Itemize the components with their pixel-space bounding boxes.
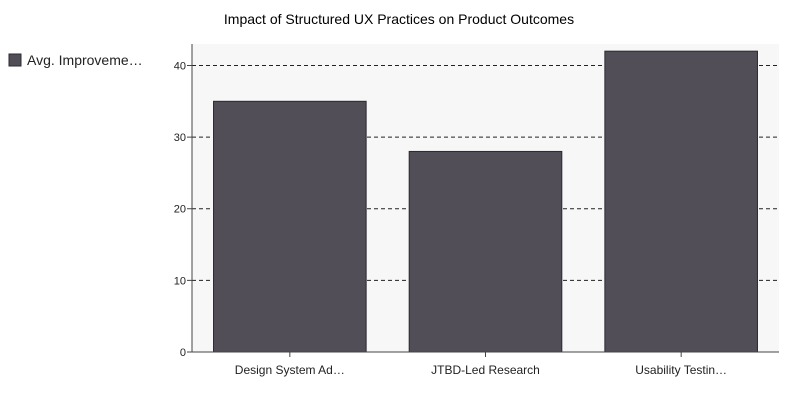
x-category-label: Design System Ad… xyxy=(235,363,345,377)
bar xyxy=(604,50,758,353)
y-tick-label: 10 xyxy=(174,275,186,287)
y-tick-label: 30 xyxy=(174,132,186,144)
y-tick-label: 20 xyxy=(174,204,186,216)
bars xyxy=(213,50,758,353)
bar xyxy=(408,150,563,353)
axes xyxy=(187,44,779,357)
x-category-label: JTBD-Led Research xyxy=(431,363,540,377)
legend-label: Avg. Improveme… xyxy=(27,52,143,68)
legend[interactable]: Avg. Improveme… xyxy=(8,52,143,68)
chart-title: Impact of Structured UX Practices on Pro… xyxy=(224,11,574,27)
x-category-label: Usability Testin… xyxy=(635,363,727,377)
bar xyxy=(213,100,367,353)
legend-swatch xyxy=(8,53,22,67)
y-tick-label: 0 xyxy=(180,347,186,359)
axis-labels: 0 10 20 30 40 Design System Ad… JTBD-Led Resea… xyxy=(174,60,727,377)
y-tick-label: 40 xyxy=(174,60,186,72)
